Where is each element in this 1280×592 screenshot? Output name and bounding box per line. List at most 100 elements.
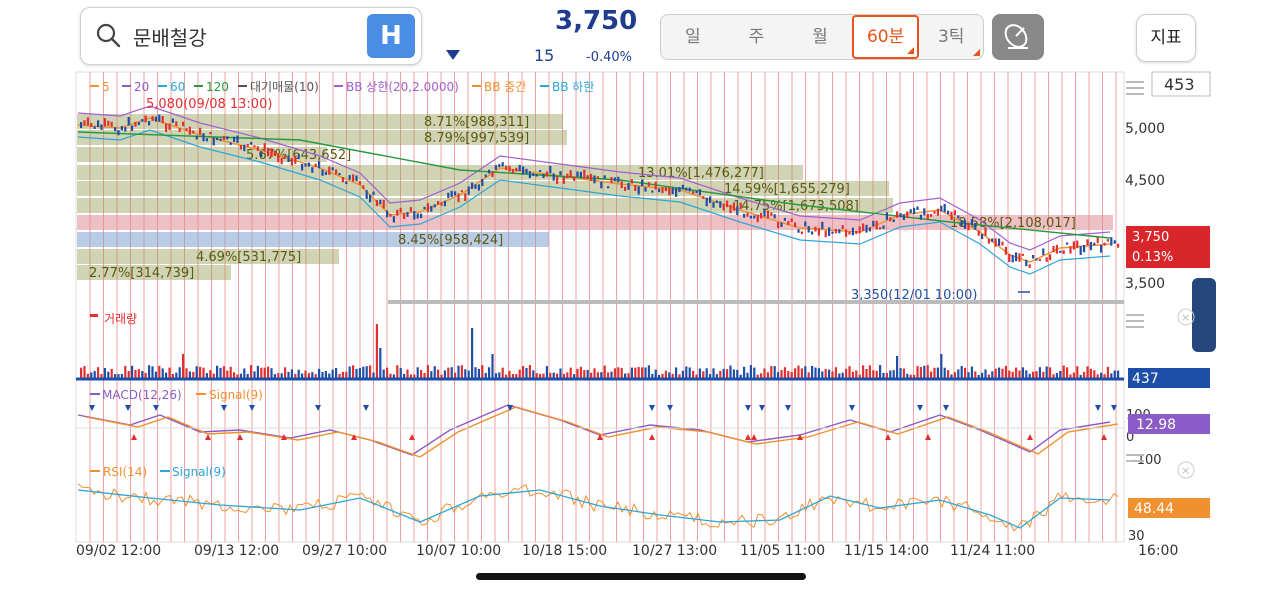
candle [841,225,844,230]
volume-bar [372,372,375,378]
candle [525,168,528,174]
volume-bar [1018,370,1021,378]
h-button[interactable]: H [367,14,415,58]
candle [1066,242,1069,245]
rsi-signal-label: Signal(9) [172,465,226,479]
volume-bar [637,367,640,378]
macd-lines [77,404,1119,458]
rsi-line [77,483,1119,532]
volume-bar [178,367,181,378]
volume-bar [154,371,157,378]
candle [491,171,494,177]
candle [307,162,310,167]
chart-legend: 5 20 60 120 대기매물(10) BB 상한(20,2.0000) BB 중간 BB … [90,80,594,94]
time-tick: 09/02 12:00 [76,543,161,559]
period-week[interactable]: 주 [748,27,765,47]
candle [83,120,86,126]
volume-bar [511,374,514,378]
volume-bar [273,374,276,378]
candle [273,150,276,157]
close-icon[interactable]: × [1177,308,1195,326]
volume-bar [484,372,487,378]
supply-band-label: 4.69%[531,775] [196,250,301,265]
count-box[interactable] [1151,71,1211,97]
price-volume-divider[interactable] [388,300,1124,304]
volume-bar [549,372,552,378]
candle [916,206,919,210]
search-icon [96,23,121,48]
candle [212,137,215,146]
volume-bar [879,365,882,378]
menu-icon[interactable] [1126,314,1144,328]
candle [994,238,997,247]
candle [596,176,599,179]
volume-bar [841,372,844,378]
buy-signal-icon [925,434,931,440]
candle [304,163,307,167]
volume-bar [437,369,440,378]
volume-bar [263,367,266,378]
volume-bar [1072,372,1075,378]
candle [933,211,936,214]
candle [348,175,351,180]
side-panel-handle[interactable] [1192,278,1216,352]
volume-bar [97,367,100,378]
drawing-tool-button[interactable] [992,14,1044,60]
volume-legend-swatch [90,314,98,317]
supply-band-label: 8.79%[997,539] [424,131,529,146]
period-3tick[interactable]: 3틱 [919,15,983,59]
stock-chart[interactable]: 8.71%[988,311]8.79%[997,539]5.67%[643,65… [0,0,1280,570]
candle [137,122,140,126]
volume-bar [562,373,565,378]
volume-bar [542,373,545,378]
volume-bar [702,371,705,378]
volume-bar [756,374,759,378]
candle [658,188,661,193]
period-day[interactable]: 일 [684,27,701,47]
sell-signal-icon [1111,405,1117,411]
volume-bar [328,373,331,378]
macd-tag [1128,414,1210,434]
volume-bar [532,370,535,378]
chart-frame [75,71,1125,543]
candle [290,158,293,166]
volume-tag-value: 437 [1132,371,1159,387]
candle [205,138,208,142]
menu-icon[interactable] [1126,454,1144,462]
sell-signal-icon [315,405,321,411]
volume-bar [1042,371,1045,378]
candle [314,163,317,167]
volume-bar [899,368,902,378]
candle [457,193,460,203]
volume-bar [250,365,253,378]
period-60min[interactable]: 60분 [851,15,920,59]
menu-icon[interactable] [1126,81,1144,95]
volume-bar [1062,365,1065,378]
volume-bar [1106,366,1109,378]
search-box[interactable]: 문배철강 H [80,7,422,65]
close-icon[interactable]: × [1177,461,1195,479]
candle [947,210,950,215]
candle [328,166,331,175]
period-month[interactable]: 월 [812,27,828,47]
volume-bar [304,370,307,378]
volume-bar [518,369,521,378]
volume-bar [865,369,868,378]
candle [222,135,225,141]
candle [685,187,688,191]
volume-bar [800,368,803,378]
volume-bar [862,365,865,378]
volume-bar [100,373,103,378]
candle [834,228,837,234]
volume-bar [947,370,950,378]
candle [117,130,120,136]
candle [1100,245,1103,253]
volume-bar [858,374,861,378]
volume-bar [902,368,905,378]
indicator-button[interactable]: 지표 [1136,14,1196,62]
volume-bar [222,366,225,378]
candle [828,227,831,236]
volume-bar [192,371,195,378]
candle [634,184,637,192]
candle [552,173,555,181]
